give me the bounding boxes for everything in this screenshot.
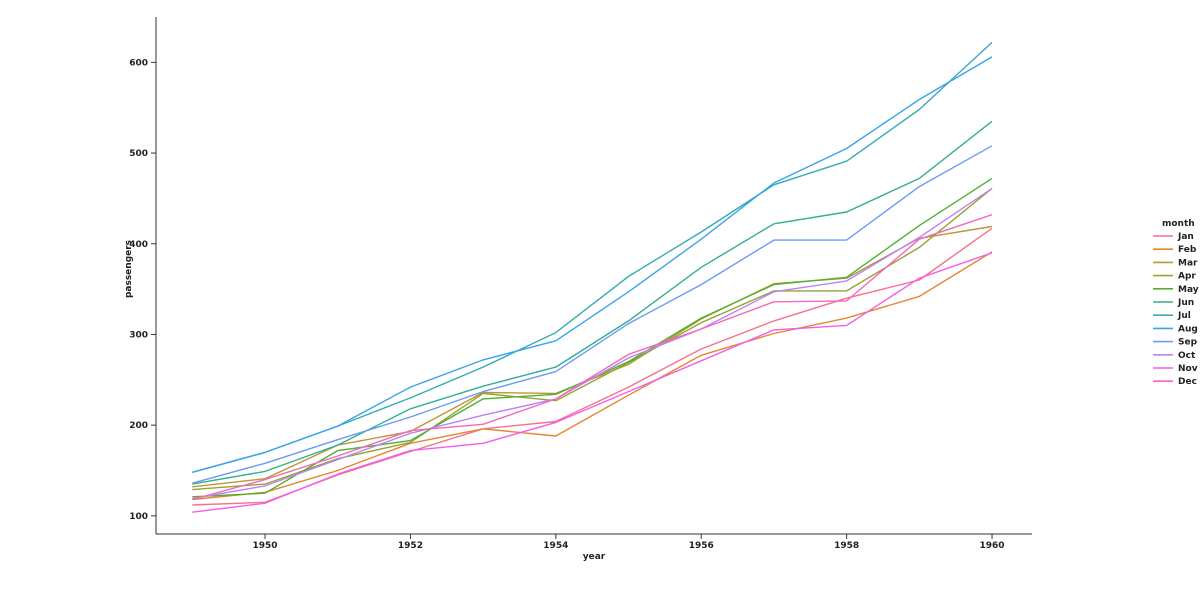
legend-label-jul: Jul [1177,311,1191,321]
series-line-feb [192,251,993,501]
y-axis-ticks: 100 200 300 400 500 600 [129,58,156,522]
x-tick-label: 1956 [689,541,714,551]
x-axis-ticks: 1950 1952 1954 1956 1958 1960 [253,534,1005,551]
legend-label-jun: Jun [1177,298,1194,308]
y-tick-label: 100 [129,512,148,522]
legend-label-apr: Apr [1178,272,1196,282]
legend: month Jan Feb Mar Apr May Jun Jul Aug Sep Oct Nov D… [1153,219,1199,387]
x-tick-label: 1958 [834,541,859,551]
x-tick-label: 1952 [398,541,423,551]
series-line-nov [192,252,993,513]
legend-label-nov: Nov [1178,364,1198,374]
series-line-jan [192,227,993,506]
legend-label-dec: Dec [1178,377,1197,387]
series-line-apr [192,187,993,491]
series-line-aug [192,56,993,473]
legend-label-may: May [1178,285,1199,295]
series-line-may [192,177,993,498]
legend-label-mar: Mar [1178,258,1198,268]
series-line-jul [192,41,993,473]
legend-items: Jan Feb Mar Apr May Jun Jul Aug Sep Oct Nov Dec [1153,232,1199,387]
x-tick-label: 1960 [979,541,1004,551]
y-axis-label: passengers [124,240,134,298]
plot-area: 1950 1952 1954 1956 1958 1960 100 200 300 400 500… [124,17,1032,562]
y-tick-label: 600 [129,58,148,68]
x-tick-label: 1950 [253,541,278,551]
y-tick-label: 200 [129,421,148,431]
legend-label-feb: Feb [1178,245,1197,255]
y-tick-label: 400 [129,240,148,250]
y-tick-label: 300 [129,330,148,340]
y-tick-label: 500 [129,149,148,159]
x-axis-label: year [583,552,606,562]
series-lines [192,41,993,513]
series-line-sep [192,145,993,484]
legend-label-jan: Jan [1177,232,1194,242]
legend-title: month [1162,219,1195,229]
legend-label-sep: Sep [1178,338,1198,348]
x-tick-label: 1954 [543,541,568,551]
legend-label-aug: Aug [1178,324,1198,334]
series-line-oct [192,187,993,500]
series-line-dec [192,214,993,501]
legend-label-oct: Oct [1178,351,1196,361]
series-line-jun [192,120,993,485]
